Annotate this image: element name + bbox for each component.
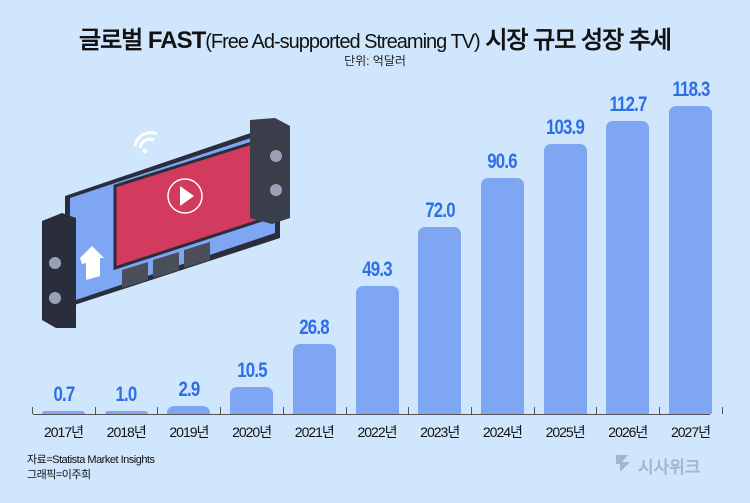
x-axis-tick: [659, 407, 660, 414]
bar-value-label: 26.8: [299, 316, 330, 340]
source-note: 자료=Statista Market Insights 그래픽=이주희: [27, 453, 155, 483]
bar: [292, 344, 336, 414]
bar-value-label: 0.7: [53, 383, 75, 406]
bar-value-label: 118.3: [671, 78, 710, 102]
bar: [543, 143, 587, 414]
bar-value-label: 49.3: [362, 257, 392, 281]
sisaweek-logo-icon: [612, 452, 634, 479]
bar-value-label: 2.9: [178, 378, 200, 402]
x-axis-tick: [470, 407, 472, 414]
bar: [167, 406, 211, 414]
x-axis-label: 2027년: [670, 424, 711, 440]
bar-value-label: 10.5: [236, 358, 267, 382]
x-axis-label: 2025년: [545, 424, 586, 440]
title-part-b: 시장 규모 성장 추세: [479, 27, 672, 54]
x-axis-tick: [721, 407, 723, 414]
x-axis-tick: [32, 407, 33, 414]
x-axis-label: 2021년: [294, 424, 335, 440]
bar-value-label: 1.0: [115, 383, 138, 406]
source-text: 자료=Statista Market Insights: [27, 454, 155, 466]
x-axis-label: 2026년: [608, 424, 648, 440]
bar: [104, 411, 148, 414]
x-axis-label: 2017년: [43, 424, 84, 440]
x-axis-label: 2022년: [357, 424, 397, 440]
chart-title: 글로벌 FAST(Free Ad-supported Streaming TV)…: [0, 20, 750, 55]
bar-value-label: 112.7: [609, 92, 647, 116]
x-axis-tick: [94, 407, 96, 414]
bar: [418, 226, 462, 414]
publisher-logo: 시사위크: [612, 452, 701, 479]
x-axis-label: 2023년: [420, 424, 460, 440]
unit-label: 단위: 억달러: [344, 54, 406, 68]
bar: [42, 411, 85, 414]
x-axis-line: [33, 414, 710, 415]
x-axis-tick: [533, 407, 535, 414]
x-axis-label: 2019년: [169, 424, 209, 440]
x-axis-tick: [220, 407, 222, 414]
x-axis-label: 2024년: [482, 424, 523, 440]
tv-speakers-illustration: [42, 118, 290, 328]
bar: [669, 106, 712, 414]
x-axis-tick: [596, 407, 598, 414]
wifi-icon: [133, 131, 158, 154]
logo-text: 시사위크: [638, 458, 701, 477]
x-axis-tick: [345, 407, 347, 414]
bar: [606, 120, 650, 414]
x-axis-label: 2020년: [232, 424, 272, 440]
x-axis-tick: [282, 407, 284, 414]
x-axis-tick: [157, 407, 159, 414]
x-axis-label: 2018년: [106, 424, 147, 440]
bar: [480, 178, 524, 414]
title-part-a: 글로벌 FAST: [79, 27, 206, 54]
graphic-credit: 그래픽=이주희: [27, 469, 91, 481]
bar: [355, 285, 399, 414]
bar-value-label: 72.0: [424, 198, 455, 222]
title-parenthetical: (Free Ad-supported Streaming TV): [205, 31, 480, 53]
bar-value-label: 103.9: [546, 115, 585, 139]
x-axis-tick: [408, 407, 410, 414]
bar-value-label: 90.6: [487, 150, 518, 174]
bar: [230, 386, 274, 414]
